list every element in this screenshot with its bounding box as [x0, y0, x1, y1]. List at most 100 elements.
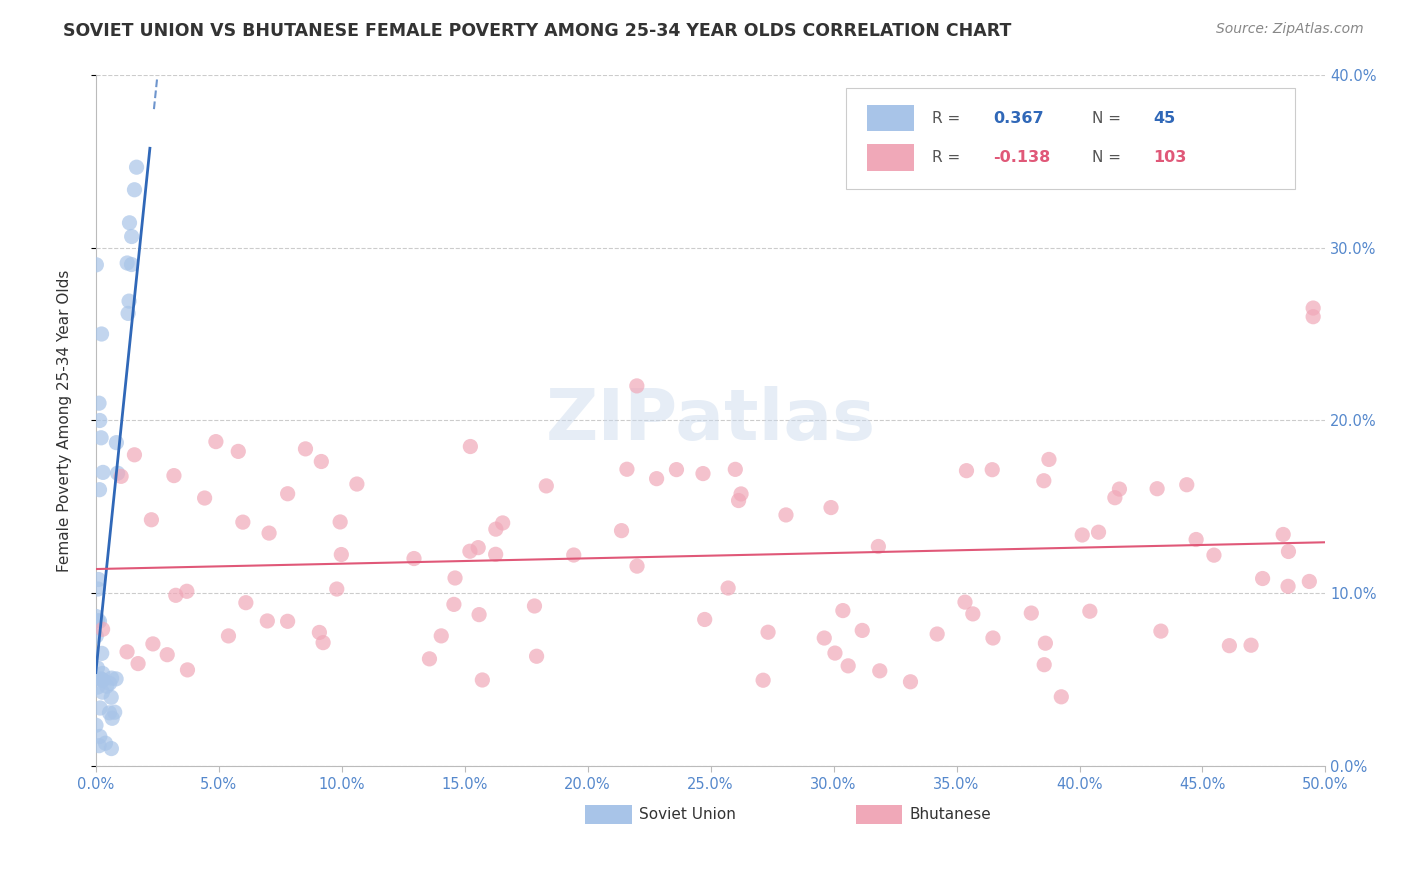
Point	[277, 615, 299, 629]
Point	[724, 462, 747, 476]
Point	[730, 487, 752, 501]
Point	[117, 306, 139, 320]
Point	[176, 663, 198, 677]
Point	[1302, 301, 1324, 315]
Point	[851, 624, 873, 638]
Bar	[866, 105, 914, 131]
Point	[981, 631, 1004, 645]
Point	[868, 540, 890, 554]
Point	[91, 666, 114, 681]
Point	[294, 442, 316, 456]
Point	[837, 658, 859, 673]
Point	[1150, 624, 1173, 639]
Point	[326, 582, 349, 596]
Point	[105, 435, 128, 450]
Point	[727, 493, 749, 508]
Point	[820, 500, 842, 515]
Point	[1108, 482, 1130, 496]
Point	[124, 183, 146, 197]
Point	[156, 648, 179, 662]
Point	[84, 718, 107, 732]
Text: Source: ZipAtlas.com: Source: ZipAtlas.com	[1216, 22, 1364, 37]
Point	[1087, 525, 1109, 540]
Point	[692, 467, 714, 481]
Point	[104, 705, 127, 719]
Point	[1185, 533, 1208, 547]
Point	[824, 646, 846, 660]
Point	[194, 491, 217, 505]
Point	[89, 483, 111, 497]
Point	[1272, 527, 1295, 541]
Text: R =: R =	[932, 150, 965, 165]
Point	[311, 454, 333, 468]
Point	[1032, 474, 1054, 488]
Point	[443, 598, 465, 612]
Point	[402, 551, 425, 566]
Point	[981, 463, 1004, 477]
Point	[1277, 544, 1299, 558]
Point	[110, 469, 132, 483]
Point	[142, 637, 165, 651]
Point	[1202, 548, 1225, 562]
Point	[127, 657, 149, 671]
Point	[96, 679, 118, 693]
Point	[176, 584, 198, 599]
Point	[94, 736, 117, 750]
Point	[87, 614, 110, 628]
Point	[98, 706, 121, 720]
Point	[90, 646, 112, 660]
Point	[1175, 477, 1198, 491]
Point	[1298, 574, 1320, 589]
Point	[1251, 572, 1274, 586]
Point	[101, 711, 124, 725]
Point	[90, 431, 112, 445]
Y-axis label: Female Poverty Among 25-34 Year Olds: Female Poverty Among 25-34 Year Olds	[58, 269, 72, 572]
Point	[89, 730, 111, 744]
Bar	[585, 805, 631, 824]
Point	[226, 444, 249, 458]
Point	[124, 448, 146, 462]
Text: -0.138: -0.138	[994, 150, 1050, 165]
Point	[831, 604, 853, 618]
Point	[485, 522, 508, 536]
Point	[1146, 482, 1168, 496]
Point	[775, 508, 797, 522]
Point	[86, 680, 108, 694]
Text: Bhutanese: Bhutanese	[910, 806, 991, 822]
Point	[121, 229, 143, 244]
Text: 0.367: 0.367	[994, 111, 1045, 126]
Point	[927, 627, 949, 641]
Point	[118, 294, 141, 309]
Text: Soviet Union: Soviet Union	[640, 806, 737, 822]
Point	[1019, 606, 1042, 620]
Point	[1038, 452, 1060, 467]
Point	[232, 515, 254, 529]
Point	[90, 672, 112, 686]
Point	[84, 629, 107, 643]
Point	[91, 685, 114, 699]
Point	[492, 516, 515, 530]
Point	[312, 635, 335, 649]
Point	[460, 440, 482, 454]
Point	[813, 631, 835, 645]
Point	[330, 548, 353, 562]
Point	[98, 676, 121, 690]
Point	[115, 256, 138, 270]
Point	[1240, 638, 1263, 652]
Point	[1078, 604, 1101, 618]
Point	[105, 672, 128, 686]
Point	[89, 739, 111, 753]
Point	[869, 664, 891, 678]
Point	[235, 596, 257, 610]
Point	[626, 559, 648, 574]
Point	[86, 661, 108, 675]
Point	[141, 513, 163, 527]
Point	[900, 674, 922, 689]
Point	[523, 599, 546, 613]
Point	[665, 462, 688, 476]
Point	[91, 673, 114, 688]
Point	[87, 582, 110, 596]
Point	[485, 547, 508, 561]
Point	[91, 673, 114, 687]
Point	[1218, 639, 1240, 653]
